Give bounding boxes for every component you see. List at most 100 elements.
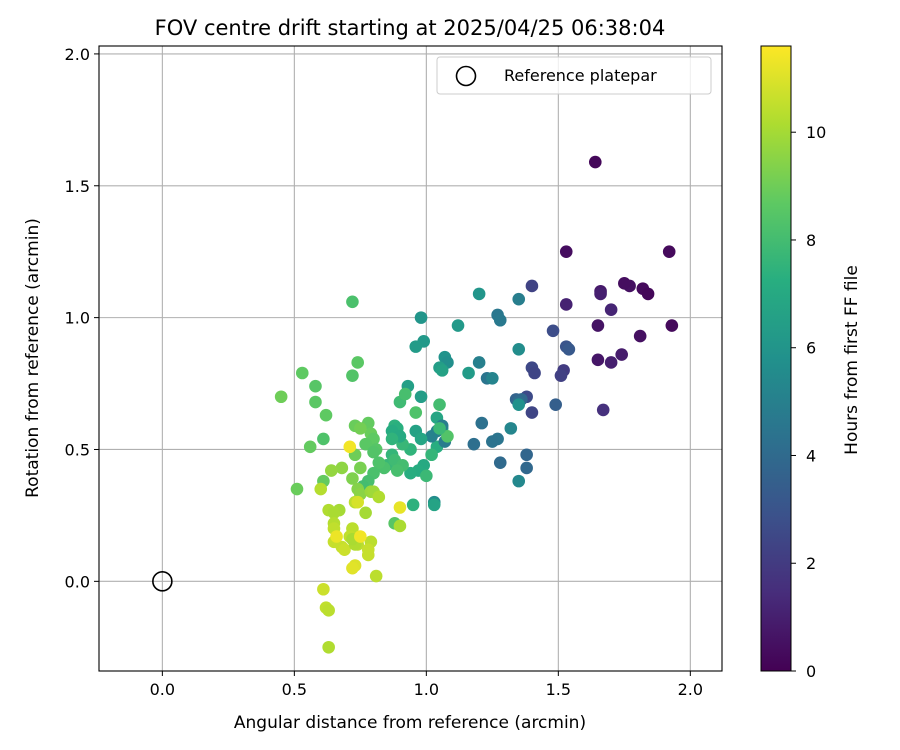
scatter-point — [604, 303, 618, 317]
scatter-point — [618, 277, 631, 290]
scatter-point — [472, 287, 486, 301]
scatter-point — [317, 432, 330, 446]
scatter-point — [588, 155, 602, 169]
scatter-point — [409, 340, 423, 353]
scatter-point — [309, 379, 322, 393]
scatter-point — [414, 311, 428, 324]
scatter-point — [274, 390, 288, 404]
scatter-point — [615, 348, 628, 361]
colorbar: 0 2 4 6 8 10 Hours from first FF file — [760, 45, 862, 681]
scatter-point — [562, 342, 576, 356]
x-axis-label: Angular distance from reference (arcmin) — [234, 713, 586, 733]
scatter-point — [409, 406, 423, 419]
scatter-point — [486, 371, 499, 385]
scatter-point — [433, 422, 446, 435]
scatter-point — [591, 319, 605, 332]
scatter-point — [604, 356, 618, 369]
scatter-point — [406, 498, 420, 512]
scatter-point — [295, 366, 309, 380]
scatter-point — [425, 429, 438, 443]
scatter-point — [314, 482, 328, 496]
scatter-point — [351, 356, 365, 369]
scatter-point — [327, 506, 341, 520]
scatter-point — [441, 429, 454, 443]
scatter-point — [665, 319, 679, 332]
scatter-point — [486, 435, 499, 448]
x-axis-ticks: 0.0 0.5 1.0 1.5 2.0 — [150, 671, 703, 699]
legend-marker-icon — [455, 65, 477, 87]
scatter-point — [303, 440, 317, 454]
scatter-point — [435, 364, 449, 377]
scatter-point — [317, 582, 330, 596]
x-tick-label: 0.0 — [150, 680, 175, 699]
scatter-point — [338, 543, 351, 556]
x-tick-label: 0.5 — [282, 680, 307, 699]
scatter-point — [528, 366, 541, 380]
scatter-point — [372, 490, 386, 504]
scatter-point — [467, 437, 481, 451]
y-axis-label: Rotation from reference (arcmin) — [23, 218, 43, 498]
scatter-point — [520, 461, 533, 475]
scatter-points — [274, 155, 679, 654]
scatter-point — [591, 353, 605, 367]
scatter-point — [554, 369, 568, 382]
scatter-point — [361, 543, 375, 556]
scatter-point — [393, 519, 407, 533]
scatter-point — [404, 466, 417, 480]
scatter-point — [425, 448, 438, 462]
scatter-point — [393, 501, 407, 514]
scatter-point — [493, 313, 507, 327]
scatter-point — [309, 395, 322, 409]
scatter-point — [546, 324, 560, 338]
scatter-point — [493, 456, 507, 469]
scatter-point — [512, 292, 526, 306]
scatter-point — [512, 398, 526, 411]
grid-lines — [99, 46, 722, 671]
scatter-point — [414, 432, 428, 446]
y-tick-label: 1.0 — [65, 309, 90, 328]
scatter-point — [359, 437, 372, 451]
scatter-point — [354, 422, 367, 435]
scatter-point — [346, 369, 359, 382]
scatter-point — [359, 506, 372, 520]
x-tick-label: 2.0 — [678, 680, 703, 699]
y-tick-label: 0.0 — [65, 572, 90, 591]
scatter-point — [346, 472, 359, 485]
scatter-point — [351, 495, 365, 509]
scatter-point — [343, 440, 357, 454]
scatter-point — [346, 561, 359, 575]
scatter-point — [504, 422, 518, 435]
colorbar-tick-label: 0 — [806, 662, 816, 681]
scatter-point — [596, 403, 610, 417]
scatter-point — [462, 366, 475, 380]
scatter-point — [330, 530, 343, 543]
scatter-point — [427, 498, 441, 512]
scatter-point — [559, 298, 573, 311]
scatter-point — [346, 295, 359, 309]
colorbar-tick-label: 8 — [806, 231, 816, 250]
y-tick-label: 1.5 — [65, 177, 90, 196]
colorbar-tick-label: 6 — [806, 339, 816, 358]
scatter-point — [354, 461, 367, 475]
scatter-point — [354, 530, 367, 543]
plot-frame — [98, 45, 723, 672]
scatter-point — [322, 640, 335, 654]
scatter-point — [385, 432, 399, 446]
colorbar-tick-label: 2 — [806, 554, 816, 573]
scatter-point — [525, 406, 539, 419]
scatter-point — [372, 456, 386, 469]
colorbar-tick-label: 4 — [806, 446, 816, 465]
scatter-point — [420, 469, 433, 483]
y-tick-label: 0.5 — [65, 440, 90, 459]
y-tick-label: 2.0 — [65, 45, 90, 64]
scatter-point — [414, 390, 428, 404]
scatter-point — [433, 398, 446, 411]
scatter-point — [391, 464, 404, 477]
y-axis-ticks: 0.0 0.5 1.0 1.5 2.0 — [65, 45, 99, 591]
scatter-point — [290, 482, 304, 496]
scatter-point — [398, 387, 412, 401]
scatter-point — [475, 416, 489, 430]
scatter-point — [335, 461, 349, 475]
scatter-point — [451, 319, 465, 332]
